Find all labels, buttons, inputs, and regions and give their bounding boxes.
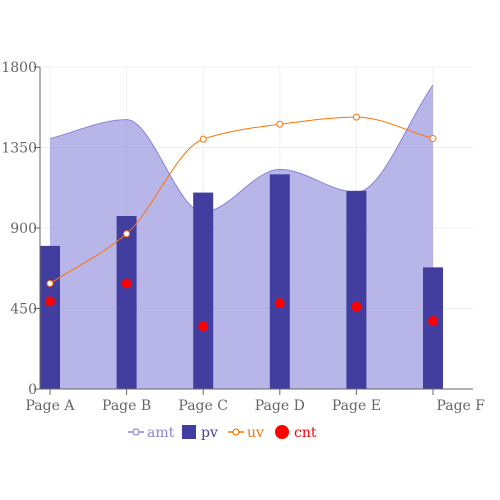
cnt-point-5 [351,301,362,312]
y-tick-label: 0 [28,382,37,398]
pv-legend-icon [182,425,196,439]
pv-bar-layer [40,174,443,389]
x-tick-label: Page F [436,398,485,414]
uv-legend-label: uv [247,425,264,441]
x-tick-label: Page C [178,398,228,414]
cnt-scatter-layer [45,278,438,332]
cnt-point-2 [121,278,132,289]
uv-point-2 [123,230,131,238]
uv-line [49,116,434,284]
uv-point-3 [199,135,207,143]
legend-item-pv[interactable]: pv [182,425,218,441]
cnt-point-4 [274,298,285,309]
legend-item-cnt[interactable]: cnt [275,425,317,441]
legend-item-amt[interactable]: amt [128,425,175,441]
axes: 0 450 900 1350 1800 Page A Page B Page C Page D P… [1,60,485,414]
x-tick-label: Page B [102,398,151,414]
amt-area-outline [49,84,434,213]
uv-legend-marker [232,428,240,436]
pv-bar-4 [269,174,290,389]
cnt-point-3 [198,321,209,332]
uv-point-1 [46,279,54,287]
x-tick-label: Page E [332,398,381,414]
cnt-legend-icon [275,425,289,439]
y-tick-label: 1800 [1,60,37,76]
amt-area-layer [49,84,434,389]
x-tick-label: Page D [255,398,305,414]
y-tick-label: 1350 [1,141,37,157]
y-tick-label: 900 [10,221,37,237]
amt-area [50,84,433,389]
pv-legend-label: pv [201,425,218,441]
pv-bar-3 [193,192,214,389]
uv-point-6 [429,135,437,143]
cnt-point-6 [428,316,438,327]
x-tick-label: Page A [26,398,76,414]
cnt-legend-label: cnt [294,425,317,441]
pv-bar-1 [40,245,60,389]
uv-line-layer [46,113,437,287]
pv-bar-2 [116,216,137,389]
pv-bar-5 [346,190,367,389]
amt-legend-label: amt [147,425,175,441]
legend[interactable]: amt pv uv cnt [128,425,317,441]
pv-bar-6 [423,267,443,389]
uv-point-5 [352,113,360,121]
y-tick-label: 450 [10,302,37,318]
cnt-point-1 [45,296,55,307]
uv-point-4 [276,120,284,128]
legend-item-uv[interactable]: uv [228,425,264,441]
amt-legend-marker [132,428,140,436]
